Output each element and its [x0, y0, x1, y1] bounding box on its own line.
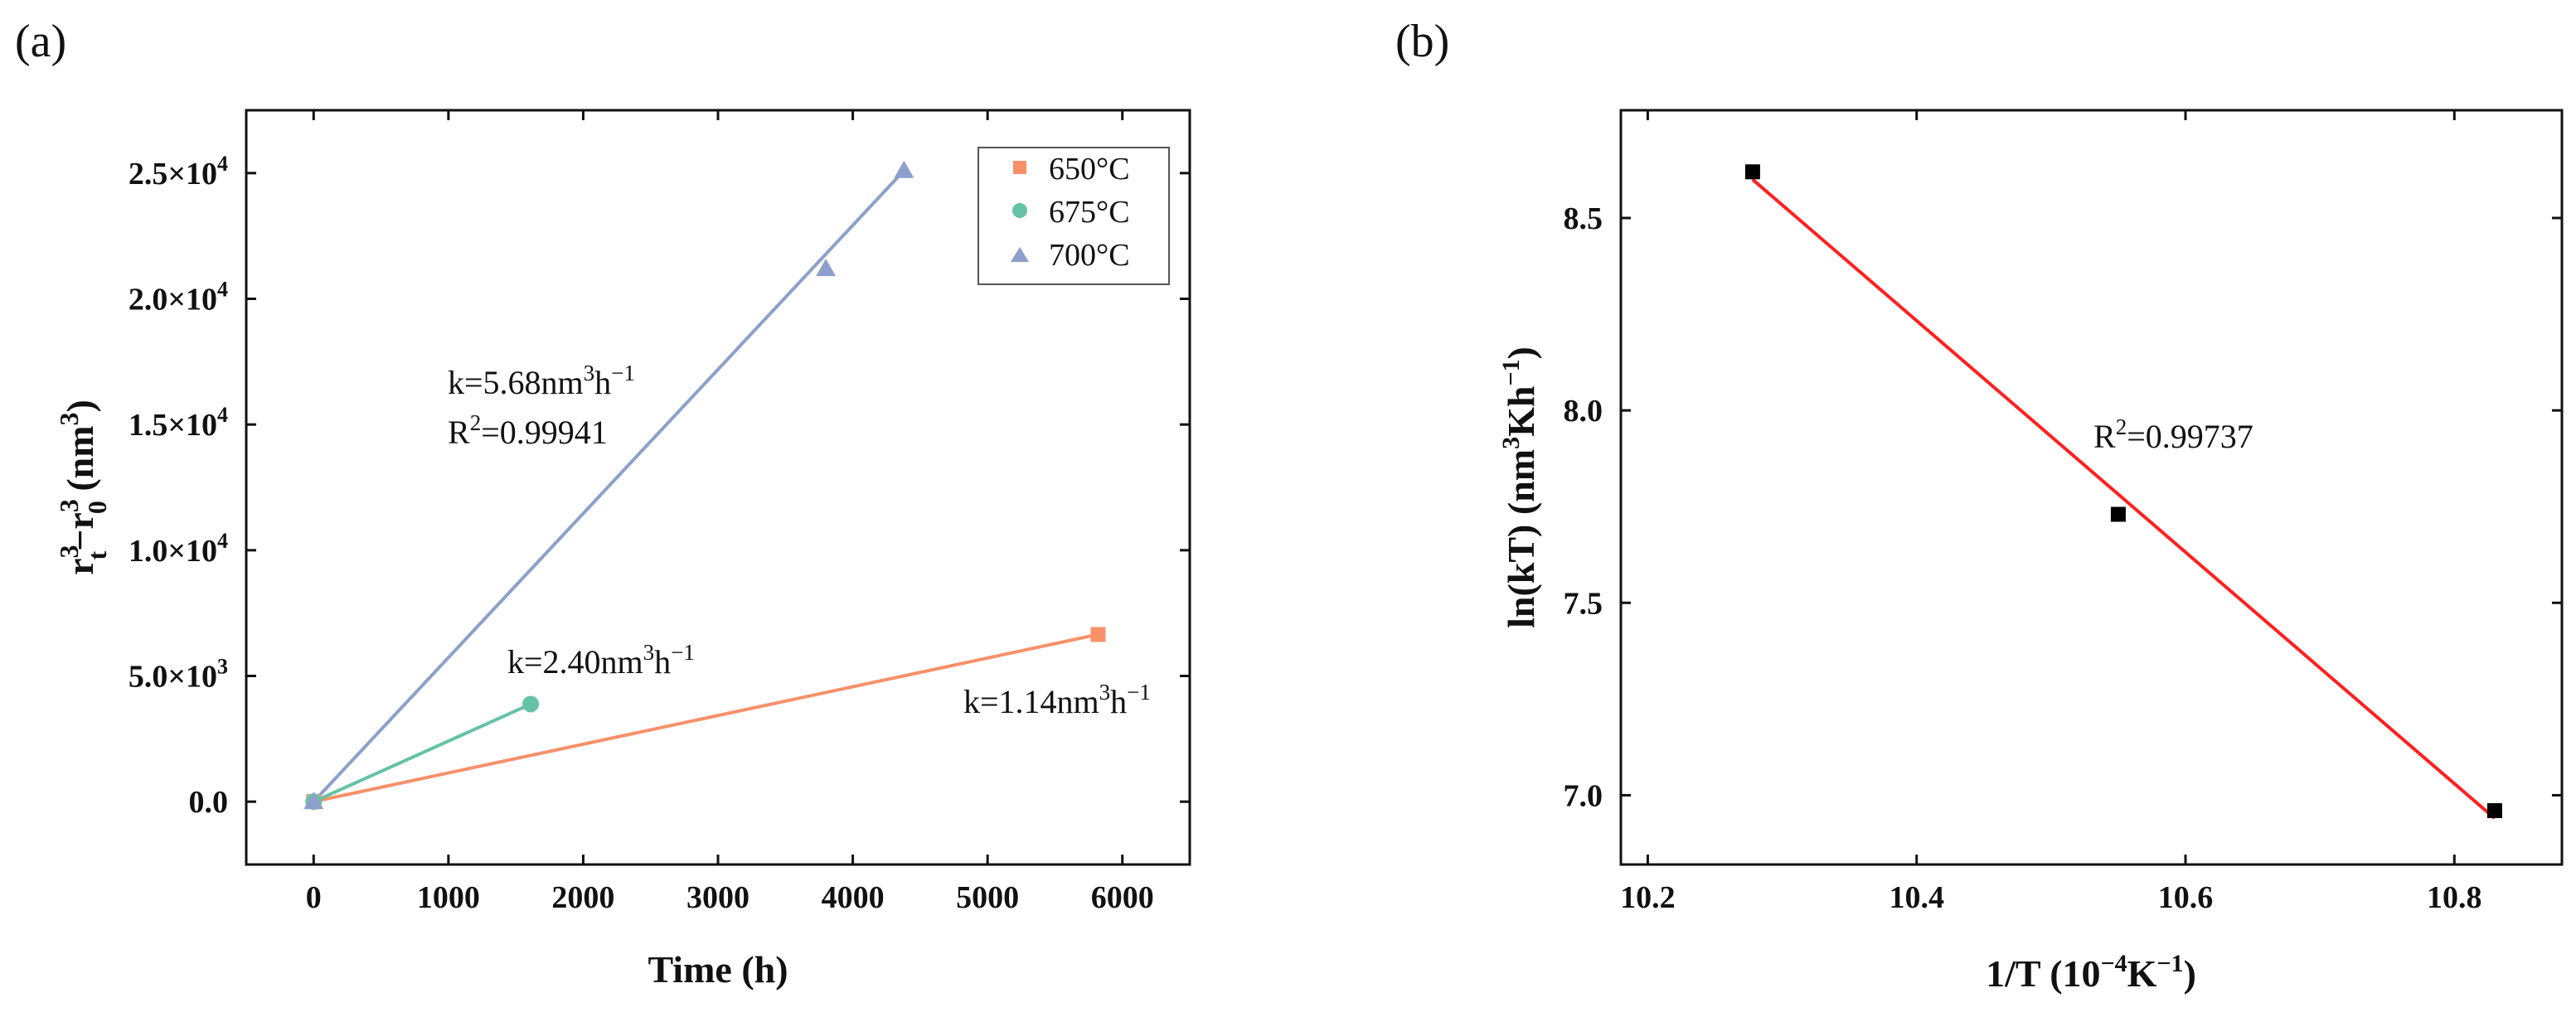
y-tick-label: 1.0×104	[129, 529, 228, 569]
x-tick-label: 10.8	[2427, 880, 2482, 915]
data-point-square	[1090, 627, 1106, 642]
x-tick-label: 0	[306, 880, 322, 915]
x-tick-label: 3000	[686, 880, 750, 915]
legend-label-675: 675°C	[1049, 195, 1130, 230]
panel-a-y-axis-title: r3t−r30 (nm3)	[54, 400, 112, 575]
data-point-triangle	[894, 160, 914, 178]
y-tick-label: 2.0×104	[129, 278, 228, 317]
annotation-r2-b: R2=0.99737	[2093, 414, 2253, 455]
panel-b-x-axis-title: 1/T (10−4K−1)	[1986, 950, 2196, 995]
legend-box	[978, 147, 1170, 285]
x-tick-label: 10.4	[1889, 880, 1944, 915]
panel-a: (a) 0 1000 2000 3000 4000 5000 6000 0.0 …	[15, 16, 1191, 991]
data-point-square	[1744, 164, 1760, 180]
panel-b-x-ticks	[1646, 110, 2456, 865]
panel-b: (b) 10.2 10.4 10.6 10.8 7.0 7.5 8.0 8.5 …	[1395, 16, 2564, 995]
panel-a-legend: 650°C 675°C 700°C	[978, 147, 1170, 285]
x-tick-label: 6000	[1091, 880, 1154, 915]
y-tick-label: 5.0×103	[129, 655, 228, 695]
panel-b-x-tick-labels: 10.2 10.4 10.6 10.8	[1620, 880, 2481, 915]
panel-a-x-ticks	[312, 110, 1124, 865]
y-tick-label: 8.5	[1564, 201, 1603, 236]
panel-a-x-tick-labels: 0 1000 2000 3000 4000 5000 6000	[306, 880, 1154, 915]
panel-a-y-tick-labels: 0.0 5.0×103 1.0×104 1.5×104 2.0×104 2.5×…	[129, 152, 228, 820]
y-tick-label: 7.0	[1564, 778, 1603, 813]
y-tick-label: 0.0	[189, 785, 229, 820]
panel-a-data-points	[303, 160, 1106, 811]
panel-b-plot-frame	[1619, 109, 2564, 866]
fit-line-700	[312, 169, 905, 803]
annotation-r2-700: R2=0.99941	[448, 410, 608, 451]
x-tick-label: 5000	[956, 880, 1019, 915]
legend-marker-650	[1013, 161, 1026, 174]
panel-a-label: (a)	[15, 16, 66, 67]
data-point-square	[2110, 506, 2126, 522]
panel-b-data-points	[1744, 164, 2502, 818]
legend-marker-675	[1012, 203, 1027, 218]
x-tick-label: 10.6	[2158, 880, 2214, 915]
x-tick-label: 4000	[822, 880, 885, 915]
legend-label-700: 700°C	[1049, 238, 1130, 273]
panel-b-label: (b)	[1395, 16, 1449, 67]
annotation-k-650: k=1.14nm3h−1	[963, 680, 1151, 720]
panel-b-y-tick-labels: 7.0 7.5 8.0 8.5	[1564, 201, 1603, 813]
annotation-k-700: k=5.68nm3h−1	[448, 361, 635, 401]
legend-marker-700	[1011, 247, 1029, 262]
panel-a-x-axis-title: Time (h)	[648, 948, 788, 991]
y-tick-label: 1.5×104	[129, 403, 228, 443]
legend-label-650: 650°C	[1049, 152, 1130, 186]
y-tick-label: 8.0	[1564, 394, 1603, 429]
panel-b-fit-line	[1751, 178, 2496, 820]
data-point-triangle	[816, 259, 837, 277]
fit-line-650	[313, 632, 1099, 804]
annotation-k-675: k=2.40nm3h−1	[507, 640, 695, 681]
panel-b-y-axis-title: ln(kT) (nm3Kh−1)	[1497, 346, 1542, 628]
x-tick-label: 2000	[551, 880, 614, 915]
data-point-circle	[522, 695, 540, 713]
y-tick-label: 2.5×104	[129, 152, 228, 191]
fit-line-675	[313, 702, 531, 803]
data-point-square	[2486, 803, 2502, 818]
x-tick-label: 1000	[417, 880, 480, 915]
panel-a-y-ticks	[246, 172, 1190, 803]
panel-b-y-ticks	[1621, 216, 2562, 797]
panel-a-fit-lines	[312, 169, 1099, 804]
y-tick-label: 7.5	[1564, 586, 1603, 621]
data-point-triangle	[303, 792, 324, 810]
x-tick-label: 10.2	[1620, 880, 1676, 915]
